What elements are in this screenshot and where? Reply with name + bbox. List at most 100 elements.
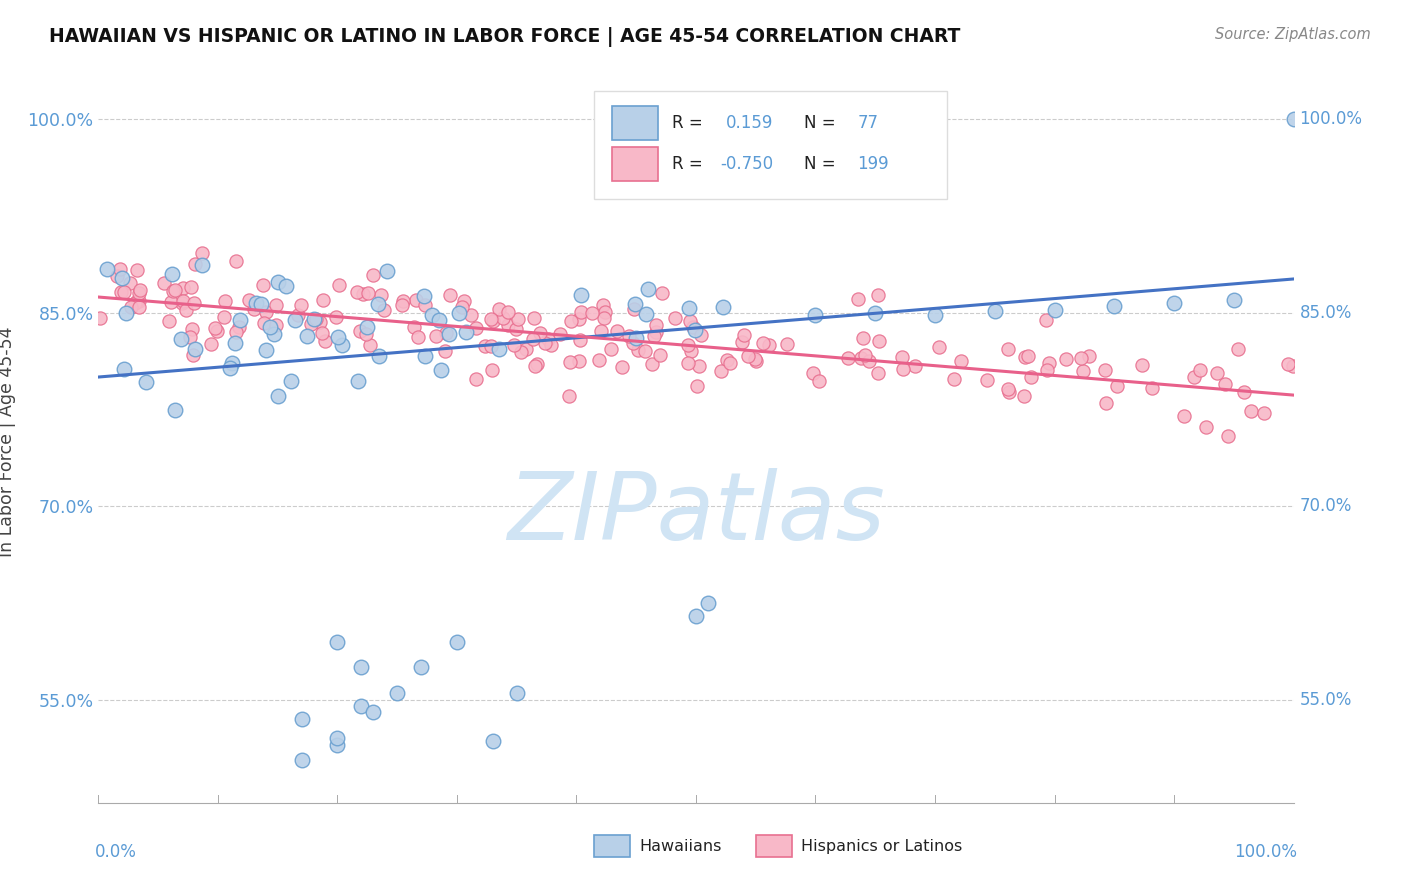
Point [218, 361, 240, 376]
Point [891, 362, 914, 376]
Point [606, 324, 628, 338]
FancyBboxPatch shape [756, 835, 792, 857]
Point [425, 328, 447, 343]
Point [368, 350, 391, 364]
Point [157, 313, 180, 327]
Point [506, 686, 529, 700]
Point [852, 331, 875, 345]
Text: 100.0%: 100.0% [1299, 110, 1362, 128]
Point [1226, 342, 1249, 356]
Point [359, 338, 381, 352]
Point [302, 312, 325, 326]
Point [326, 634, 349, 648]
Point [183, 295, 205, 310]
Point [375, 264, 398, 278]
Point [120, 277, 142, 291]
Point [465, 321, 488, 335]
Point [172, 294, 194, 309]
Point [682, 319, 704, 334]
Point [214, 294, 236, 309]
Point [685, 608, 707, 623]
Point [184, 257, 207, 271]
Point [623, 296, 645, 310]
Point [291, 753, 314, 767]
Point [481, 734, 505, 748]
Point [641, 357, 664, 371]
Point [181, 348, 204, 362]
Point [1277, 357, 1299, 371]
Point [413, 297, 436, 311]
Point [634, 344, 657, 359]
Point [621, 336, 644, 351]
Point [683, 323, 706, 337]
Point [637, 281, 659, 295]
Point [560, 314, 582, 328]
Point [225, 254, 247, 268]
Point [172, 281, 194, 295]
Point [253, 316, 276, 330]
Point [891, 350, 914, 364]
Point [1054, 352, 1077, 367]
Point [710, 364, 733, 378]
Point [160, 267, 183, 281]
Point [808, 374, 831, 388]
Point [678, 356, 700, 370]
Point [200, 337, 222, 351]
Point [259, 320, 281, 334]
Text: R =: R = [672, 114, 703, 132]
Point [737, 349, 759, 363]
Point [928, 340, 950, 354]
Point [1223, 293, 1246, 307]
Point [868, 334, 890, 348]
Point [619, 329, 641, 343]
Point [752, 336, 775, 351]
FancyBboxPatch shape [595, 91, 948, 200]
Point [430, 362, 453, 376]
Point [526, 357, 548, 371]
Point [284, 313, 307, 327]
Point [89, 310, 111, 325]
Text: HAWAIIAN VS HISPANIC OR LATINO IN LABOR FORCE | AGE 45-54 CORRELATION CHART: HAWAIIAN VS HISPANIC OR LATINO IN LABOR … [49, 27, 960, 46]
Point [688, 359, 710, 373]
Point [1213, 376, 1236, 391]
Point [686, 379, 709, 393]
Point [245, 296, 267, 310]
Point [373, 303, 395, 318]
Point [1216, 429, 1239, 443]
Point [311, 326, 333, 340]
Point [405, 293, 427, 307]
Point [651, 286, 673, 301]
Point [180, 279, 202, 293]
Point [326, 731, 349, 746]
Point [866, 288, 889, 302]
Point [474, 339, 496, 353]
Text: Hawaiians: Hawaiians [640, 838, 723, 854]
Point [162, 284, 184, 298]
FancyBboxPatch shape [613, 105, 658, 140]
Point [664, 311, 686, 326]
Point [1094, 363, 1116, 377]
Point [1077, 349, 1099, 363]
Text: N =: N = [804, 114, 835, 132]
Point [392, 294, 415, 309]
Point [1019, 370, 1042, 384]
Point [128, 294, 150, 309]
Point [648, 348, 671, 362]
Point [529, 326, 551, 341]
Point [295, 328, 318, 343]
Point [354, 327, 377, 342]
Point [114, 306, 136, 320]
Point [446, 634, 468, 648]
Point [1281, 359, 1303, 374]
Point [1104, 299, 1126, 313]
Point [356, 319, 378, 334]
Point [264, 318, 287, 332]
Point [984, 304, 1007, 318]
Point [328, 330, 350, 344]
Point [1194, 419, 1216, 434]
Point [330, 337, 353, 351]
Point [385, 686, 409, 700]
Point [560, 355, 582, 369]
Point [174, 302, 197, 317]
Point [1035, 313, 1057, 327]
